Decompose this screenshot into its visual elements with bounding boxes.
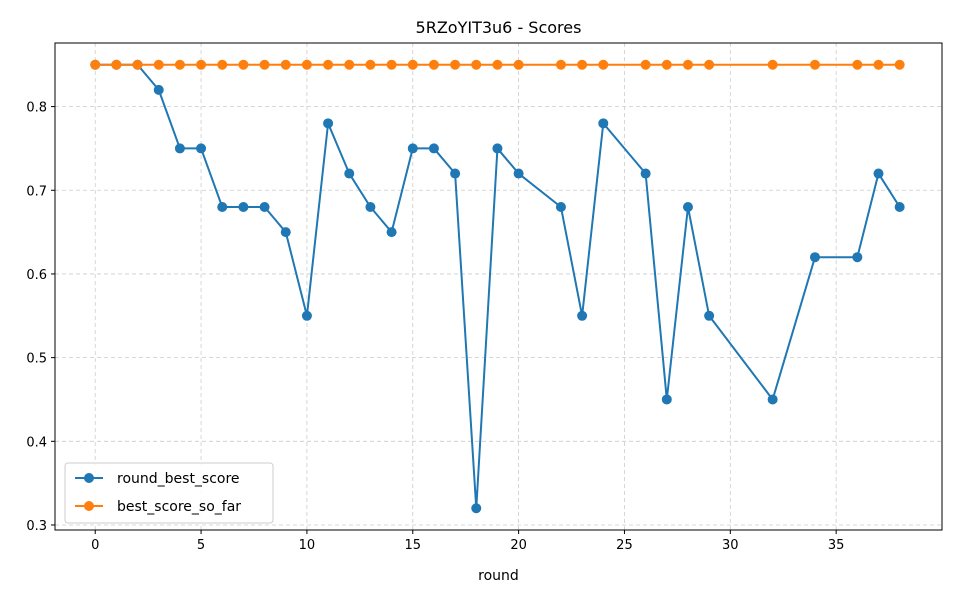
y-tick-label: 0.8 (26, 101, 47, 116)
legend: round_best_score best_score_so_far (64, 462, 274, 524)
data-point (301, 310, 312, 321)
data-point (661, 59, 672, 70)
chart-title: 5RZoYIT3u6 - Scores (416, 18, 582, 37)
data-point (132, 59, 143, 70)
data-point (598, 59, 609, 70)
series-layer (90, 59, 905, 514)
data-point (894, 202, 905, 213)
data-point (323, 59, 334, 70)
y-tick-label: 0.6 (26, 268, 47, 283)
data-point (196, 59, 207, 70)
data-point (344, 59, 355, 70)
data-point (894, 59, 905, 70)
data-point (344, 168, 355, 179)
data-point (767, 394, 778, 405)
data-point (492, 143, 503, 154)
data-point (704, 310, 715, 321)
data-point (809, 59, 820, 70)
data-point (259, 202, 270, 213)
data-point (873, 168, 884, 179)
data-point (704, 59, 715, 70)
data-point (471, 503, 482, 514)
data-point (280, 227, 291, 238)
data-point (873, 59, 884, 70)
data-point (640, 59, 651, 70)
data-point (577, 310, 588, 321)
series-best_score_so_far (90, 59, 905, 70)
data-point (661, 394, 672, 405)
x-tick-label: 0 (91, 538, 99, 553)
x-axis-label: round (478, 568, 519, 584)
data-point (852, 252, 863, 263)
legend-item: round_best_score (75, 471, 240, 487)
legend-label: round_best_score (117, 471, 240, 487)
data-point (640, 168, 651, 179)
data-point (217, 59, 228, 70)
data-point (513, 168, 524, 179)
legend-marker (84, 473, 94, 483)
legend-item: best_score_so_far (75, 499, 241, 515)
x-tick-label: 10 (299, 538, 316, 553)
data-point (682, 59, 693, 70)
data-point (492, 59, 503, 70)
data-point (450, 59, 461, 70)
data-point (450, 168, 461, 179)
data-point (174, 59, 185, 70)
data-point (577, 59, 588, 70)
x-tick-label: 15 (404, 538, 421, 553)
data-point (238, 59, 249, 70)
ticks: 0 5 10 15 20 25 30 35 0.3 0.4 0.5 0.6 0.7 0.8 (26, 101, 844, 553)
data-point (767, 59, 778, 70)
data-point (407, 143, 418, 154)
y-tick-label: 0.7 (26, 184, 47, 199)
y-tick-label: 0.3 (26, 519, 47, 534)
data-point (259, 59, 270, 70)
x-tick-label: 35 (828, 538, 845, 553)
data-point (301, 59, 312, 70)
data-point (852, 59, 863, 70)
data-point (513, 59, 524, 70)
x-tick-label: 25 (616, 538, 633, 553)
legend-label: best_score_so_far (117, 499, 241, 515)
data-point (153, 84, 164, 95)
legend-box (64, 462, 274, 524)
x-tick-label: 5 (197, 538, 205, 553)
data-point (217, 202, 228, 213)
data-point (365, 59, 376, 70)
data-point (428, 59, 439, 70)
data-point (386, 59, 397, 70)
data-point (682, 202, 693, 213)
y-tick-label: 0.4 (26, 435, 47, 450)
data-point (323, 118, 334, 129)
plot-frame (54, 42, 943, 531)
data-point (555, 59, 566, 70)
data-point (598, 118, 609, 129)
x-tick-label: 30 (722, 538, 739, 553)
data-point (196, 143, 207, 154)
data-point (174, 143, 185, 154)
data-point (471, 59, 482, 70)
data-point (153, 59, 164, 70)
data-point (90, 59, 101, 70)
data-point (111, 59, 122, 70)
legend-marker (84, 501, 94, 511)
x-tick-label: 20 (510, 538, 527, 553)
data-point (280, 59, 291, 70)
data-point (428, 143, 439, 154)
grid (55, 43, 942, 530)
data-point (555, 202, 566, 213)
data-point (407, 59, 418, 70)
y-tick-label: 0.5 (26, 352, 47, 367)
data-point (365, 202, 376, 213)
data-point (238, 202, 249, 213)
data-point (809, 252, 820, 263)
data-point (386, 227, 397, 238)
